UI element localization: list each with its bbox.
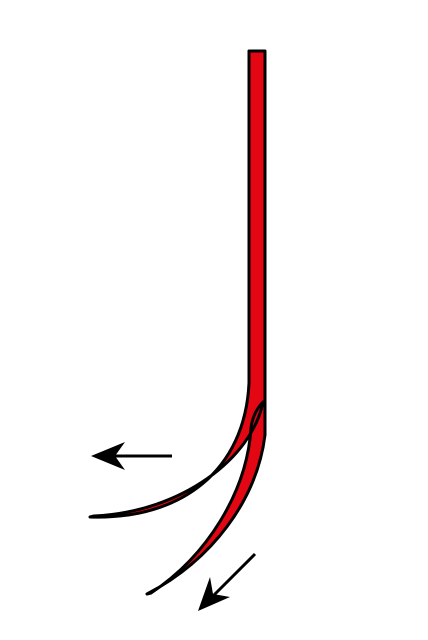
arrow-left [91,442,172,470]
arrow-head [198,577,230,611]
arrow-down-left [198,552,257,611]
forked-stem [88,49,267,596]
arrow-shaft [210,552,257,599]
arrow-head [91,442,125,470]
